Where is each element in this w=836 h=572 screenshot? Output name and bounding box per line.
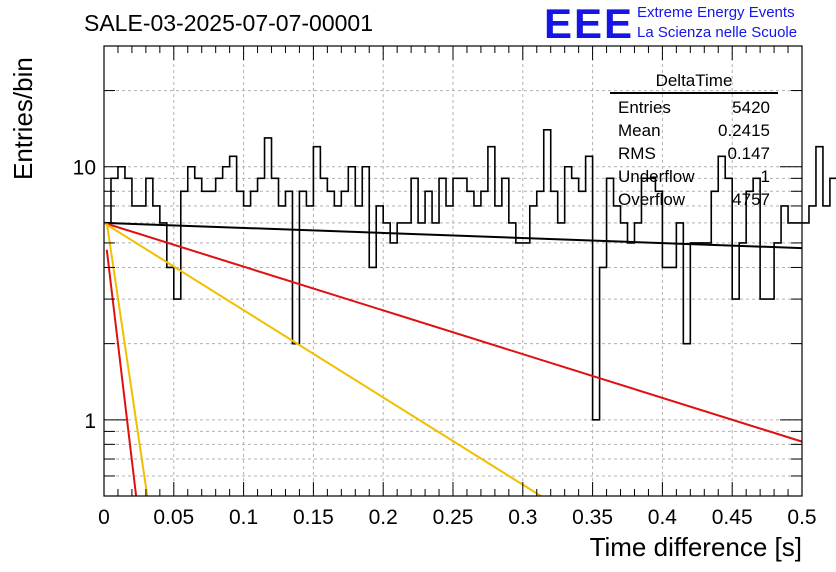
y-tick-label: 10 [73, 157, 96, 180]
stats-row: RMS 0.147 [610, 142, 778, 165]
x-tick-label: 0.1 [229, 506, 258, 529]
stats-key: Underflow [618, 167, 695, 186]
histogram-outline [104, 128, 836, 421]
x-tick-label: 0.35 [572, 506, 613, 529]
y-tick-label: 1 [84, 410, 96, 433]
stats-value: 0.147 [727, 144, 770, 163]
x-tick-label: 0.45 [712, 506, 753, 529]
stats-key: Mean [618, 121, 661, 140]
axis-ticks [103, 45, 803, 496]
stats-value: 0.2415 [718, 121, 770, 140]
stats-row: Overflow 4757 [610, 188, 778, 211]
x-tick-label: 0.25 [433, 506, 474, 529]
stats-row: Entries 5420 [610, 96, 778, 119]
fit-line [105, 222, 149, 497]
fit-lines [103, 221, 803, 497]
fit-line [103, 221, 803, 443]
fit-line [103, 222, 542, 497]
x-tick-label: 0.5 [787, 506, 816, 529]
logo-line-2: La Scienza nelle Scuole [637, 24, 798, 41]
stats-key: Entries [618, 98, 671, 117]
stats-row: Mean 0.2415 [610, 119, 778, 142]
stats-value: 1 [760, 167, 770, 186]
eee-logo: EEE [544, 0, 635, 47]
logo-line-1: Extreme Energy Events [637, 4, 795, 21]
stats-row: Underflow 1 [610, 165, 778, 188]
y-axis-label: Entries/bin [8, 57, 38, 180]
x-tick-label: 0.2 [369, 506, 398, 529]
stats-box: DeltaTime Entries 5420 Mean 0.2415 RMS 0.14… [610, 70, 778, 211]
tick-labels: 0 0.05 0.1 0.15 0.2 0.25 0.3 0.35 0.4 0.45 0.5 1 10 [73, 157, 817, 529]
histogram [104, 128, 836, 421]
x-axis-label: Time difference [s] [589, 532, 802, 562]
stats-value: 5420 [732, 98, 770, 117]
x-tick-label: 0.3 [508, 506, 537, 529]
stats-value: 4757 [732, 190, 770, 209]
x-tick-label: 0 [98, 506, 110, 529]
chart-title: SALE-03-2025-07-07-00001 [84, 10, 373, 36]
stats-key: Overflow [618, 190, 686, 209]
fit-line [103, 221, 803, 250]
x-tick-label: 0.4 [648, 506, 678, 529]
stats-name: DeltaTime [610, 70, 778, 94]
x-tick-label: 0.15 [293, 506, 334, 529]
fit-line [105, 249, 138, 497]
x-tick-label: 0.05 [153, 506, 194, 529]
stats-key: RMS [618, 144, 656, 163]
